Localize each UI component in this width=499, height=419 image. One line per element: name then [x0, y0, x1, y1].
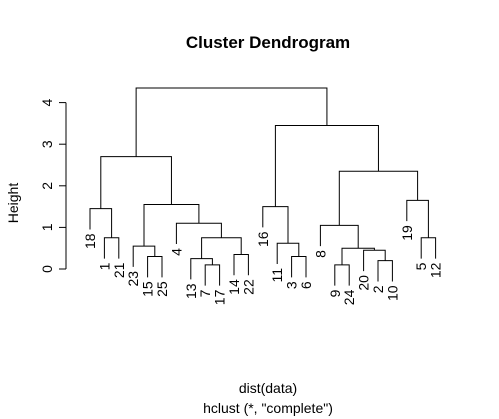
dendrogram-branches — [89, 87, 437, 286]
merge-branch — [147, 256, 163, 278]
x-axis-label: dist(data) — [239, 380, 297, 396]
merge-branch — [175, 222, 222, 245]
y-tick-label: 4 — [39, 98, 55, 106]
merge-branch — [291, 256, 307, 278]
leaf-label: 25 — [154, 281, 170, 297]
y-tick-label: 1 — [39, 223, 55, 231]
leaf-label: 5 — [413, 262, 429, 270]
leaf-label: 7 — [197, 289, 213, 297]
leaf-label: 21 — [111, 262, 127, 278]
merge-branch — [276, 242, 300, 265]
leaf-label: 16 — [255, 231, 271, 247]
leaf-label: 23 — [125, 271, 141, 287]
merge-branch — [201, 237, 242, 259]
merge-branch — [338, 170, 419, 226]
leaf-label: 20 — [356, 275, 372, 291]
leaf-label: 3 — [284, 281, 300, 289]
leaf-label: 19 — [399, 225, 415, 241]
leaf-label: 4 — [168, 248, 184, 256]
leaf-label: 2 — [370, 285, 386, 293]
leaf-label: 15 — [140, 281, 156, 297]
leaf-label: 10 — [384, 285, 400, 301]
merge-branch — [319, 224, 359, 249]
merge-branch — [143, 204, 200, 247]
leaf-label: 8 — [312, 250, 328, 258]
leaf-label: 13 — [183, 283, 199, 299]
merge-branch — [103, 237, 120, 259]
merge-branch — [100, 156, 172, 209]
chart-title: Cluster Dendrogram — [186, 33, 350, 52]
merge-branch — [89, 208, 113, 238]
leaf-label: 9 — [327, 289, 343, 297]
y-tick-label: 0 — [39, 265, 55, 273]
y-axis-label: Height — [5, 183, 21, 224]
subtitle: hclust (*, "complete") — [203, 400, 333, 416]
leaf-label: 17 — [212, 289, 228, 305]
leaf-label: 1 — [96, 262, 112, 270]
merge-branch — [377, 260, 393, 282]
leaf-label: 6 — [298, 281, 314, 289]
y-tick-label: 2 — [39, 182, 55, 190]
merge-branch — [334, 264, 350, 286]
leaf-label: 24 — [341, 289, 357, 305]
leaf-label: 11 — [269, 268, 285, 283]
leaf-label: 12 — [428, 262, 444, 278]
merge-branch — [135, 87, 328, 157]
merge-branch — [233, 253, 249, 276]
merge-branch — [420, 237, 437, 259]
leaf-label: 18 — [82, 233, 98, 249]
y-axis: 0 1 2 3 4 — [39, 98, 67, 273]
leaf-label: 14 — [226, 279, 242, 295]
merge-branch — [190, 258, 213, 280]
leaf-label: 22 — [240, 279, 256, 295]
y-tick-label: 3 — [39, 140, 55, 148]
merge-branch — [274, 124, 379, 207]
merge-branch — [204, 264, 221, 286]
